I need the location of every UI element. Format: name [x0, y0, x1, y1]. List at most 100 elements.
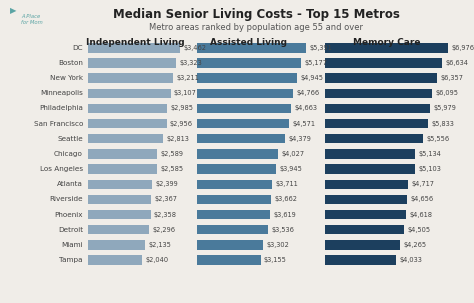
Text: $5,103: $5,103 [418, 166, 441, 172]
Bar [325, 104, 430, 113]
Bar [88, 58, 176, 68]
Bar [325, 134, 423, 144]
Bar [197, 43, 306, 53]
Text: $2,589: $2,589 [160, 151, 183, 157]
Text: $2,399: $2,399 [155, 181, 178, 187]
Bar [325, 225, 404, 235]
Text: $6,976: $6,976 [451, 45, 474, 51]
Text: Atlanta: Atlanta [57, 181, 83, 187]
Text: Miami: Miami [61, 242, 83, 248]
Text: $2,813: $2,813 [166, 136, 189, 142]
Bar [88, 210, 151, 219]
Bar [325, 58, 442, 68]
Text: Assisted Living: Assisted Living [210, 38, 287, 47]
Text: $3,536: $3,536 [272, 227, 294, 233]
Bar [325, 165, 415, 174]
Text: $3,323: $3,323 [180, 60, 202, 66]
Text: $5,134: $5,134 [419, 151, 442, 157]
Bar [88, 43, 180, 53]
Text: $2,358: $2,358 [154, 211, 177, 218]
Text: $4,033: $4,033 [399, 257, 422, 263]
Text: $5,177: $5,177 [305, 60, 328, 66]
Bar [197, 58, 301, 68]
Bar [88, 119, 166, 128]
Bar [88, 104, 167, 113]
Text: $4,656: $4,656 [410, 196, 433, 202]
Text: Phoenix: Phoenix [55, 211, 83, 218]
Text: $2,585: $2,585 [160, 166, 183, 172]
Bar [88, 255, 142, 265]
Text: Median Senior Living Costs - Top 15 Metros: Median Senior Living Costs - Top 15 Metr… [112, 8, 400, 21]
Text: $4,027: $4,027 [282, 151, 305, 157]
Bar [325, 88, 432, 98]
Bar [197, 210, 270, 219]
Text: $6,357: $6,357 [440, 75, 463, 81]
Text: A Place
for Mom: A Place for Mom [21, 14, 43, 25]
Bar [325, 240, 400, 250]
Text: Metro areas ranked by population age 55 and over: Metro areas ranked by population age 55 … [149, 23, 363, 32]
Bar [197, 134, 285, 144]
Text: Los Angeles: Los Angeles [40, 166, 83, 172]
Text: Philadelphia: Philadelphia [39, 105, 83, 112]
Bar [325, 119, 428, 128]
Bar [325, 179, 408, 189]
Bar [197, 225, 268, 235]
Bar [325, 73, 437, 83]
Text: $4,663: $4,663 [294, 105, 317, 112]
Text: $5,391: $5,391 [309, 45, 332, 51]
Text: $3,462: $3,462 [183, 45, 207, 51]
Bar [88, 165, 157, 174]
Text: Riverside: Riverside [49, 196, 83, 202]
Text: $2,985: $2,985 [171, 105, 194, 112]
Bar [197, 88, 293, 98]
Text: Independent Living: Independent Living [86, 38, 184, 47]
Bar [88, 225, 149, 235]
Bar [325, 149, 415, 159]
Text: $4,766: $4,766 [296, 90, 319, 96]
Bar [325, 255, 396, 265]
Text: ▶: ▶ [9, 6, 16, 15]
Text: $3,711: $3,711 [275, 181, 298, 187]
Text: $2,040: $2,040 [146, 257, 169, 263]
Text: $2,296: $2,296 [152, 227, 175, 233]
Bar [88, 134, 163, 144]
Bar [325, 210, 406, 219]
Bar [197, 240, 264, 250]
Text: Tampa: Tampa [59, 257, 83, 263]
Text: $2,956: $2,956 [170, 121, 193, 127]
Text: $6,634: $6,634 [445, 60, 468, 66]
Text: $3,619: $3,619 [273, 211, 296, 218]
Text: $3,302: $3,302 [267, 242, 290, 248]
Bar [88, 240, 145, 250]
Bar [88, 73, 173, 83]
Text: $2,367: $2,367 [154, 196, 177, 202]
Text: $4,618: $4,618 [410, 211, 433, 218]
Text: $3,945: $3,945 [280, 166, 303, 172]
Text: $4,265: $4,265 [403, 242, 427, 248]
Text: Seattle: Seattle [57, 136, 83, 142]
Text: DC: DC [73, 45, 83, 51]
Text: Detroit: Detroit [58, 227, 83, 233]
Text: Boston: Boston [58, 60, 83, 66]
Text: Chicago: Chicago [54, 151, 83, 157]
Text: $3,662: $3,662 [274, 196, 297, 202]
Text: $5,979: $5,979 [434, 105, 456, 112]
Text: New York: New York [50, 75, 83, 81]
Text: $4,717: $4,717 [411, 181, 434, 187]
Text: Memory Care: Memory Care [353, 38, 420, 47]
Bar [197, 255, 261, 265]
Text: $4,379: $4,379 [289, 136, 311, 142]
Text: $5,556: $5,556 [426, 136, 449, 142]
Bar [88, 179, 152, 189]
Bar [88, 149, 157, 159]
Bar [88, 88, 171, 98]
Bar [197, 104, 291, 113]
Text: $3,155: $3,155 [264, 257, 287, 263]
Bar [197, 195, 271, 204]
Text: Minneapolis: Minneapolis [40, 90, 83, 96]
Text: $4,571: $4,571 [292, 121, 316, 127]
Text: $5,833: $5,833 [431, 121, 454, 127]
Text: $3,107: $3,107 [174, 90, 197, 96]
Bar [325, 43, 448, 53]
Text: San Francisco: San Francisco [34, 121, 83, 127]
